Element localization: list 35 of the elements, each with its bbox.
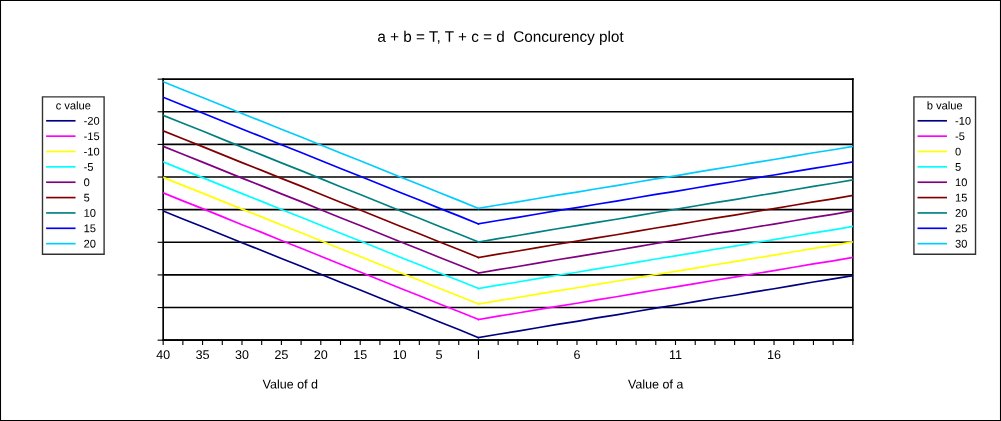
- x-tick-label: 30: [235, 350, 249, 360]
- x-tick-label: 20: [314, 350, 328, 360]
- legend-label: 20: [84, 239, 96, 248]
- legend-label: 5: [955, 163, 961, 171]
- text: Value of d: [262, 379, 318, 389]
- legend-label: 0: [955, 147, 961, 156]
- legend-label: 30: [955, 239, 967, 248]
- x-tick-label: 16: [768, 350, 781, 360]
- legend-label: 10: [84, 209, 96, 217]
- legend-label: -10: [955, 116, 971, 125]
- legend-label: -5: [955, 132, 965, 141]
- x-tick-label: 5: [436, 350, 442, 360]
- x-tick-label: 11: [669, 350, 682, 359]
- legend-label: -5: [84, 163, 94, 171]
- legend-label: 15: [955, 193, 967, 202]
- text: b value: [927, 101, 963, 110]
- text: Value of a: [628, 379, 684, 389]
- legend-label: 20: [955, 209, 967, 217]
- text: c value: [56, 101, 91, 110]
- legend-label: 5: [84, 193, 90, 202]
- chart-title: a + b = T, T + c = d Concurency plot: [378, 30, 624, 46]
- legend-label: 10: [955, 178, 967, 187]
- legend-label: 25: [955, 224, 967, 233]
- legend-label: -15: [84, 132, 100, 141]
- x-tick-label: 25: [275, 350, 288, 360]
- x-tick-label: 35: [196, 350, 209, 360]
- legend-label: 15: [84, 224, 96, 233]
- x-tick-label: 6: [574, 350, 580, 360]
- x-tick-label: 15: [354, 350, 367, 360]
- legend-label: -20: [84, 116, 100, 125]
- x-tick-label: I: [477, 350, 480, 359]
- legend-label: 0: [84, 178, 90, 187]
- x-tick-label: 40: [156, 350, 170, 360]
- legend-label: -10: [84, 147, 100, 156]
- x-tick-label: 10: [393, 350, 407, 360]
